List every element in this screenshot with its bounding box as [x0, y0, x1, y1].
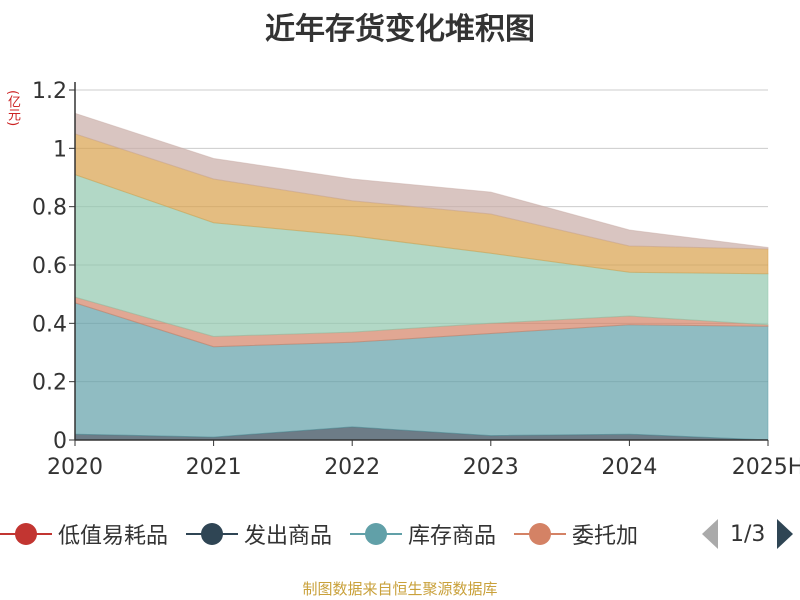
- x-tick-label: 2020: [47, 455, 103, 480]
- y-tick-label: 0: [53, 429, 67, 454]
- y-tick-label: 1.2: [32, 79, 67, 104]
- legend-pager: 1/3: [702, 516, 794, 552]
- x-tick-label: 2022: [324, 455, 380, 480]
- legend-label: 低值易耗品: [58, 524, 169, 549]
- legend-label: 库存商品: [408, 524, 497, 549]
- legend-item-low-value-consumables[interactable]: 低值易耗品: [0, 514, 168, 554]
- x-tick-label: 2023: [463, 455, 519, 480]
- x-tick-label: 2021: [186, 455, 242, 480]
- legend-marker: [0, 522, 52, 546]
- y-axis-unit: (亿元): [5, 90, 20, 127]
- legend-item-goods-shipped[interactable]: 发出商品: [186, 514, 332, 554]
- legend: 低值易耗品 发出商品 库存商品 委托加: [0, 512, 800, 556]
- legend-marker: [186, 522, 239, 546]
- y-tick-label: 0.2: [32, 371, 67, 396]
- series-area: [74, 112, 769, 250]
- legend-prev-icon[interactable]: [702, 519, 718, 549]
- y-tick-label: 0.4: [32, 312, 67, 337]
- legend-label: 委托加: [572, 524, 639, 549]
- legend-marker: [514, 522, 567, 546]
- y-tick-label: 0.6: [32, 254, 67, 279]
- data-source-note: 制图数据来自恒生聚源数据库: [302, 580, 498, 598]
- legend-next-icon[interactable]: [777, 519, 794, 549]
- y-tick-label: 0.8: [32, 196, 67, 221]
- legend-label: 发出商品: [244, 524, 333, 549]
- legend-page-indicator: 1/3: [730, 521, 766, 547]
- x-tick-label: 2024: [601, 455, 657, 480]
- legend-item-inventory-goods[interactable]: 库存商品: [350, 514, 496, 554]
- x-tick-label: 2025H: [732, 455, 800, 480]
- chart-title: 近年存货变化堆积图: [265, 12, 535, 47]
- y-tick-label: 1: [53, 137, 67, 162]
- legend-marker: [350, 522, 403, 546]
- legend-item-consigned-processing[interactable]: 委托加: [514, 514, 638, 554]
